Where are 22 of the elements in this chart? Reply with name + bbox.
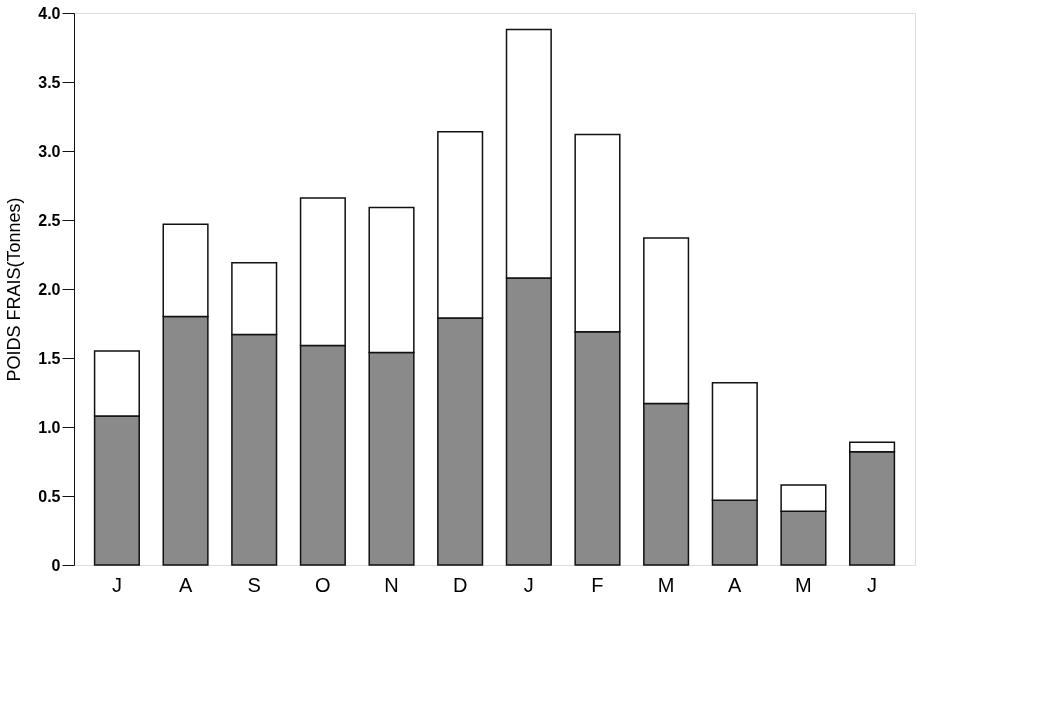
y-tick-label: 4.0 bbox=[38, 4, 61, 22]
y-tick-label: 2.5 bbox=[38, 211, 61, 229]
x-tick-label: N bbox=[384, 573, 399, 596]
x-tick-label: J bbox=[867, 573, 878, 596]
y-tick-label: 2.0 bbox=[38, 280, 61, 298]
y-tick-label: 3.0 bbox=[38, 142, 61, 160]
x-tick-label: S bbox=[247, 573, 261, 596]
x-tick-label: O bbox=[315, 573, 331, 596]
x-tick-label: J bbox=[523, 573, 534, 596]
x-tick-label: A bbox=[728, 573, 743, 596]
x-tick-label: M bbox=[657, 573, 675, 596]
y-tick-label: 1.5 bbox=[38, 349, 61, 367]
y-axis-title: POIDS FRAIS(Tonnes) bbox=[4, 197, 25, 382]
x-tick-label: D bbox=[452, 573, 468, 596]
x-tick-label: A bbox=[178, 573, 193, 596]
x-tick-label: J bbox=[111, 573, 122, 596]
x-tick-label: M bbox=[795, 573, 812, 596]
y-tick-label: 1.0 bbox=[38, 418, 61, 436]
x-tick-label: F bbox=[591, 573, 604, 596]
y-tick-label: 3.5 bbox=[38, 73, 61, 91]
y-tick-label: 0.5 bbox=[38, 487, 61, 505]
y-tick-label: 0 bbox=[51, 556, 61, 574]
